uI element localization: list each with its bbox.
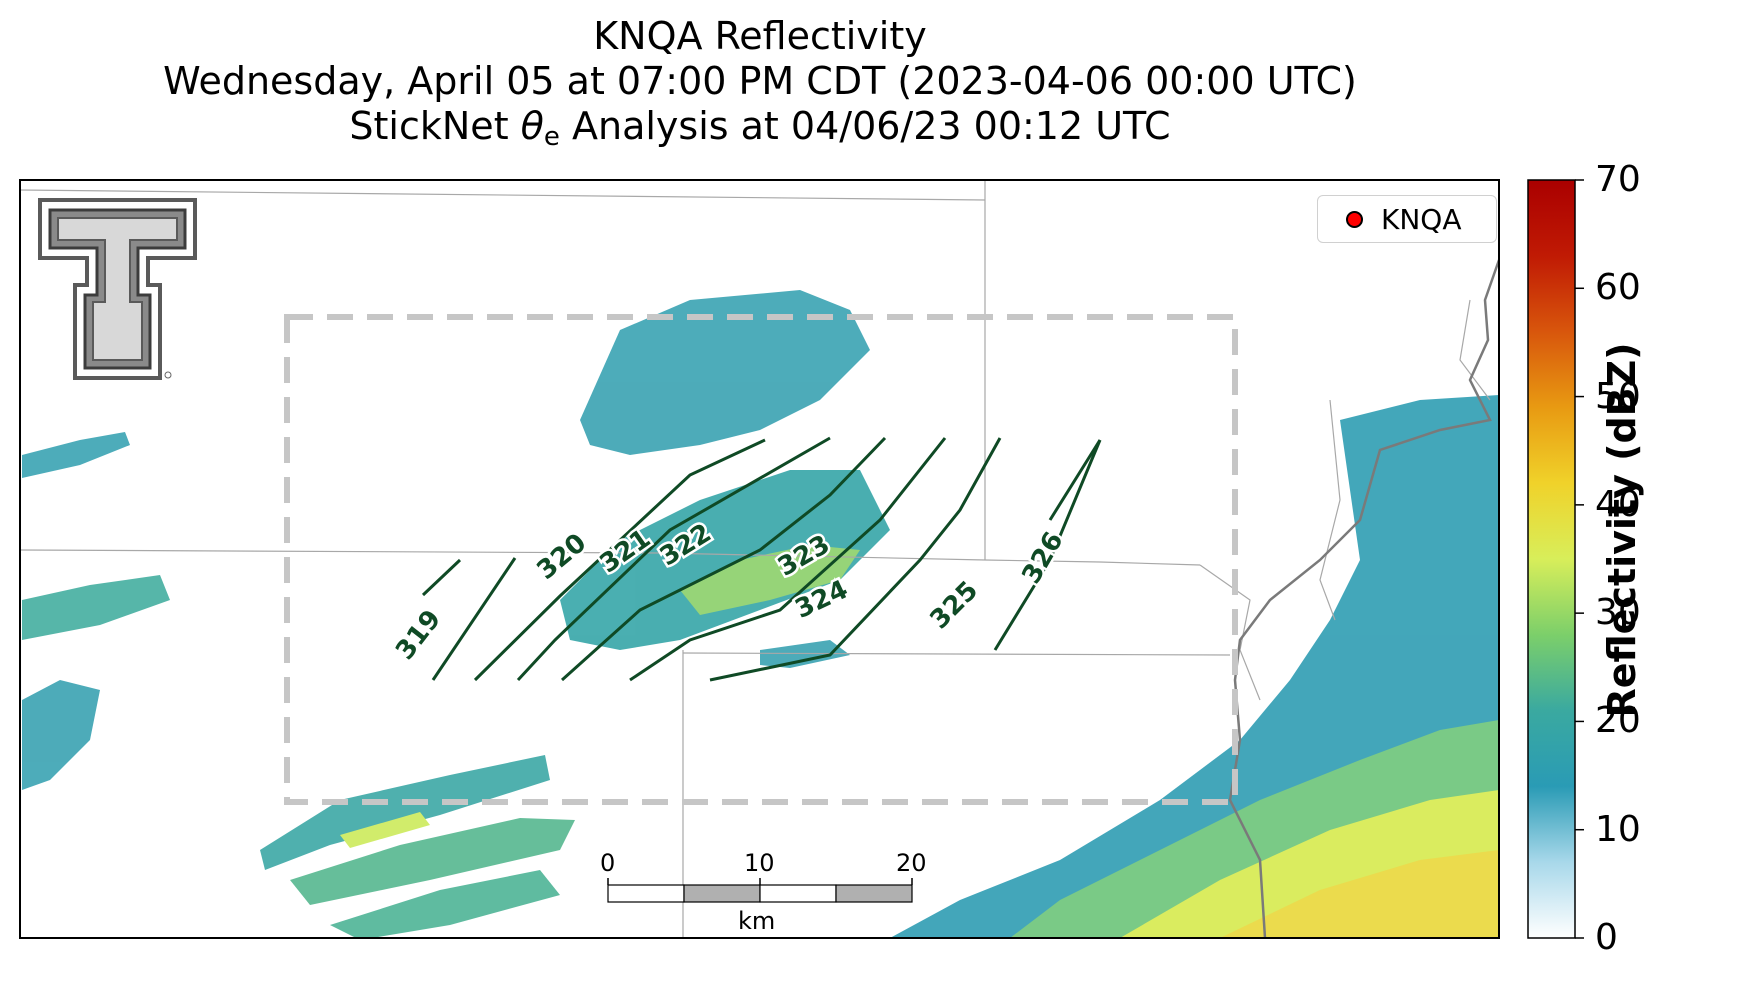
colorbar-tick-label: 50 [1595, 375, 1641, 417]
title-line-3: StickNet θe Analysis at 04/06/23 00:12 U… [349, 104, 1171, 152]
contour-323 [629, 437, 947, 682]
map-frame [19, 179, 1500, 939]
scale-bar [607, 878, 913, 903]
colorbar-tick-label: 20 [1595, 700, 1641, 742]
colorbar [1527, 179, 1584, 939]
echo-southwest-1 [260, 755, 550, 870]
contour-319a [421, 558, 462, 597]
echo-southwest-3 [330, 870, 560, 938]
echo-east-core [1220, 850, 1499, 938]
scale-tick-20: 20 [896, 849, 927, 877]
map-legend: KNQA [1317, 195, 1497, 243]
echo-west-1 [22, 432, 130, 478]
contour-319b [431, 557, 517, 681]
contour-324 [709, 437, 1002, 682]
analysis-domain-box [284, 314, 1238, 805]
contour-325 [993, 439, 1102, 651]
contour-326 [1048, 439, 1102, 521]
figure-title: KNQA Reflectivity Wednesday, April 05 at… [0, 14, 1520, 160]
echo-southwest-2 [290, 818, 575, 905]
contour-321 [516, 436, 831, 682]
scale-tick-0: 0 [600, 849, 616, 877]
knqa-marker-icon [1346, 210, 1363, 228]
theta-e-contours [421, 436, 1102, 682]
colorbar-fill [1528, 180, 1575, 938]
legend-label-knqa: KNQA [1381, 202, 1462, 236]
colorbar-tick-label: 60 [1595, 267, 1641, 309]
texas-tech-logo [38, 198, 197, 380]
contour-322 [560, 436, 887, 682]
scale-tick-10: 10 [744, 849, 775, 877]
echo-north-cluster [580, 290, 870, 455]
title-line-2: Wednesday, April 05 at 07:00 PM CDT (202… [163, 59, 1357, 103]
echo-southwest-core [340, 812, 430, 848]
scale-unit: km [738, 907, 776, 935]
echo-west-2 [22, 575, 170, 640]
colorbar-tick-label: 0 [1595, 917, 1618, 958]
colorbar-tick-label: 30 [1595, 592, 1641, 634]
colorbar-tick-label: 70 [1595, 159, 1641, 200]
colorbar-tick-label: 40 [1595, 483, 1641, 525]
echo-central-core [680, 545, 860, 615]
colorbar-tick-label: 10 [1595, 808, 1641, 850]
echo-central-band [560, 470, 890, 650]
echo-west-3 [22, 680, 100, 790]
title-line-1: KNQA Reflectivity [593, 14, 927, 58]
contour-320 [473, 438, 766, 682]
county-lines [20, 180, 1491, 938]
reflectivity-echoes [22, 290, 1499, 938]
